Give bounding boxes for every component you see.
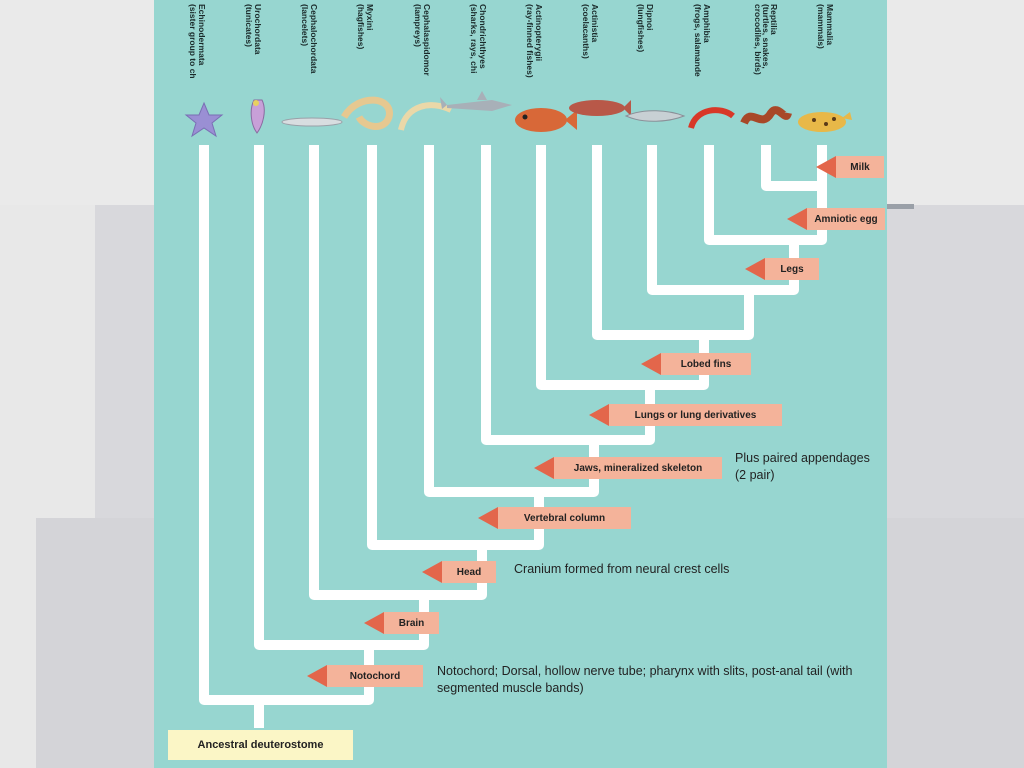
note-paired-appendages: Plus paired appendages (2 pair) [735,451,870,482]
snake-icon [740,106,792,125]
root-label: Ancestral deuterostome [168,730,353,760]
branch-echinodermata [199,145,314,705]
tunicate-icon [250,99,265,134]
organism-icons [184,91,852,138]
trait-brain: Brain [364,612,439,634]
phylogenetic-tree-figure: Echinodermata (sister group to ch Urochor… [154,0,887,768]
shark-icon [440,91,512,111]
hagfish-icon [341,96,393,130]
trait-lobed-fins: Lobed fins [641,353,751,375]
trait-notochord: Notochord [307,665,423,687]
trait-jaws-skeleton: Jaws, mineralized skeleton [534,457,722,479]
trait-milk: Milk [816,156,884,178]
note-cranium: Cranium formed from neural crest cells [514,562,730,576]
trait-lungs: Lungs or lung derivatives [589,404,782,426]
note-notochord: Notochord; Dorsal, hollow nerve tube; ph… [437,664,853,695]
sea-star-icon [184,101,224,138]
tree-branches [199,145,827,728]
trait-legs: Legs [745,258,819,280]
lancelet-icon [281,117,343,127]
lungfish-icon [624,110,686,122]
leopard-icon [798,112,852,132]
trait-amniotic-egg: Amniotic egg [787,208,885,230]
slide-accent-bar [886,204,914,209]
lamprey-icon [398,102,453,131]
salamander-icon [688,107,735,130]
trait-head: Head [422,561,496,583]
ray-finned-fish-icon [515,108,577,132]
coelacanth-icon [569,100,631,116]
trait-vertebral-column: Vertebral column [478,507,631,529]
